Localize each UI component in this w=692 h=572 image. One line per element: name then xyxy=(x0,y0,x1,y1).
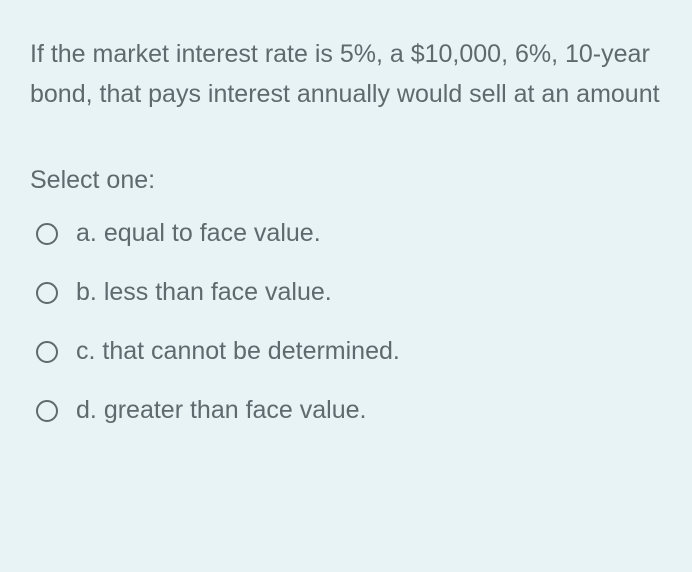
option-a[interactable]: a. equal to face value. xyxy=(36,219,662,248)
option-text: less than face value. xyxy=(104,278,332,306)
radio-icon xyxy=(36,282,58,304)
option-letter: d. xyxy=(76,396,97,424)
option-b[interactable]: b. less than face value. xyxy=(36,278,662,307)
option-text: equal to face value. xyxy=(104,219,321,247)
option-letter: c. xyxy=(76,337,95,365)
option-letter: a. xyxy=(76,219,97,247)
question-text: If the market interest rate is 5%, a $10… xyxy=(30,34,662,114)
option-text: greater than face value. xyxy=(104,396,367,424)
radio-icon xyxy=(36,400,58,422)
quiz-container: If the market interest rate is 5%, a $10… xyxy=(0,0,692,485)
radio-icon xyxy=(36,341,58,363)
select-prompt: Select one: xyxy=(30,166,662,195)
radio-icon xyxy=(36,223,58,245)
option-c-label: c. that cannot be determined. xyxy=(76,337,400,366)
option-c[interactable]: c. that cannot be determined. xyxy=(36,337,662,366)
option-d-label: d. greater than face value. xyxy=(76,396,366,425)
option-a-label: a. equal to face value. xyxy=(76,219,321,248)
option-letter: b. xyxy=(76,278,97,306)
options-list: a. equal to face value. b. less than fac… xyxy=(30,219,662,425)
option-b-label: b. less than face value. xyxy=(76,278,332,307)
option-text: that cannot be determined. xyxy=(102,337,399,365)
option-d[interactable]: d. greater than face value. xyxy=(36,396,662,425)
